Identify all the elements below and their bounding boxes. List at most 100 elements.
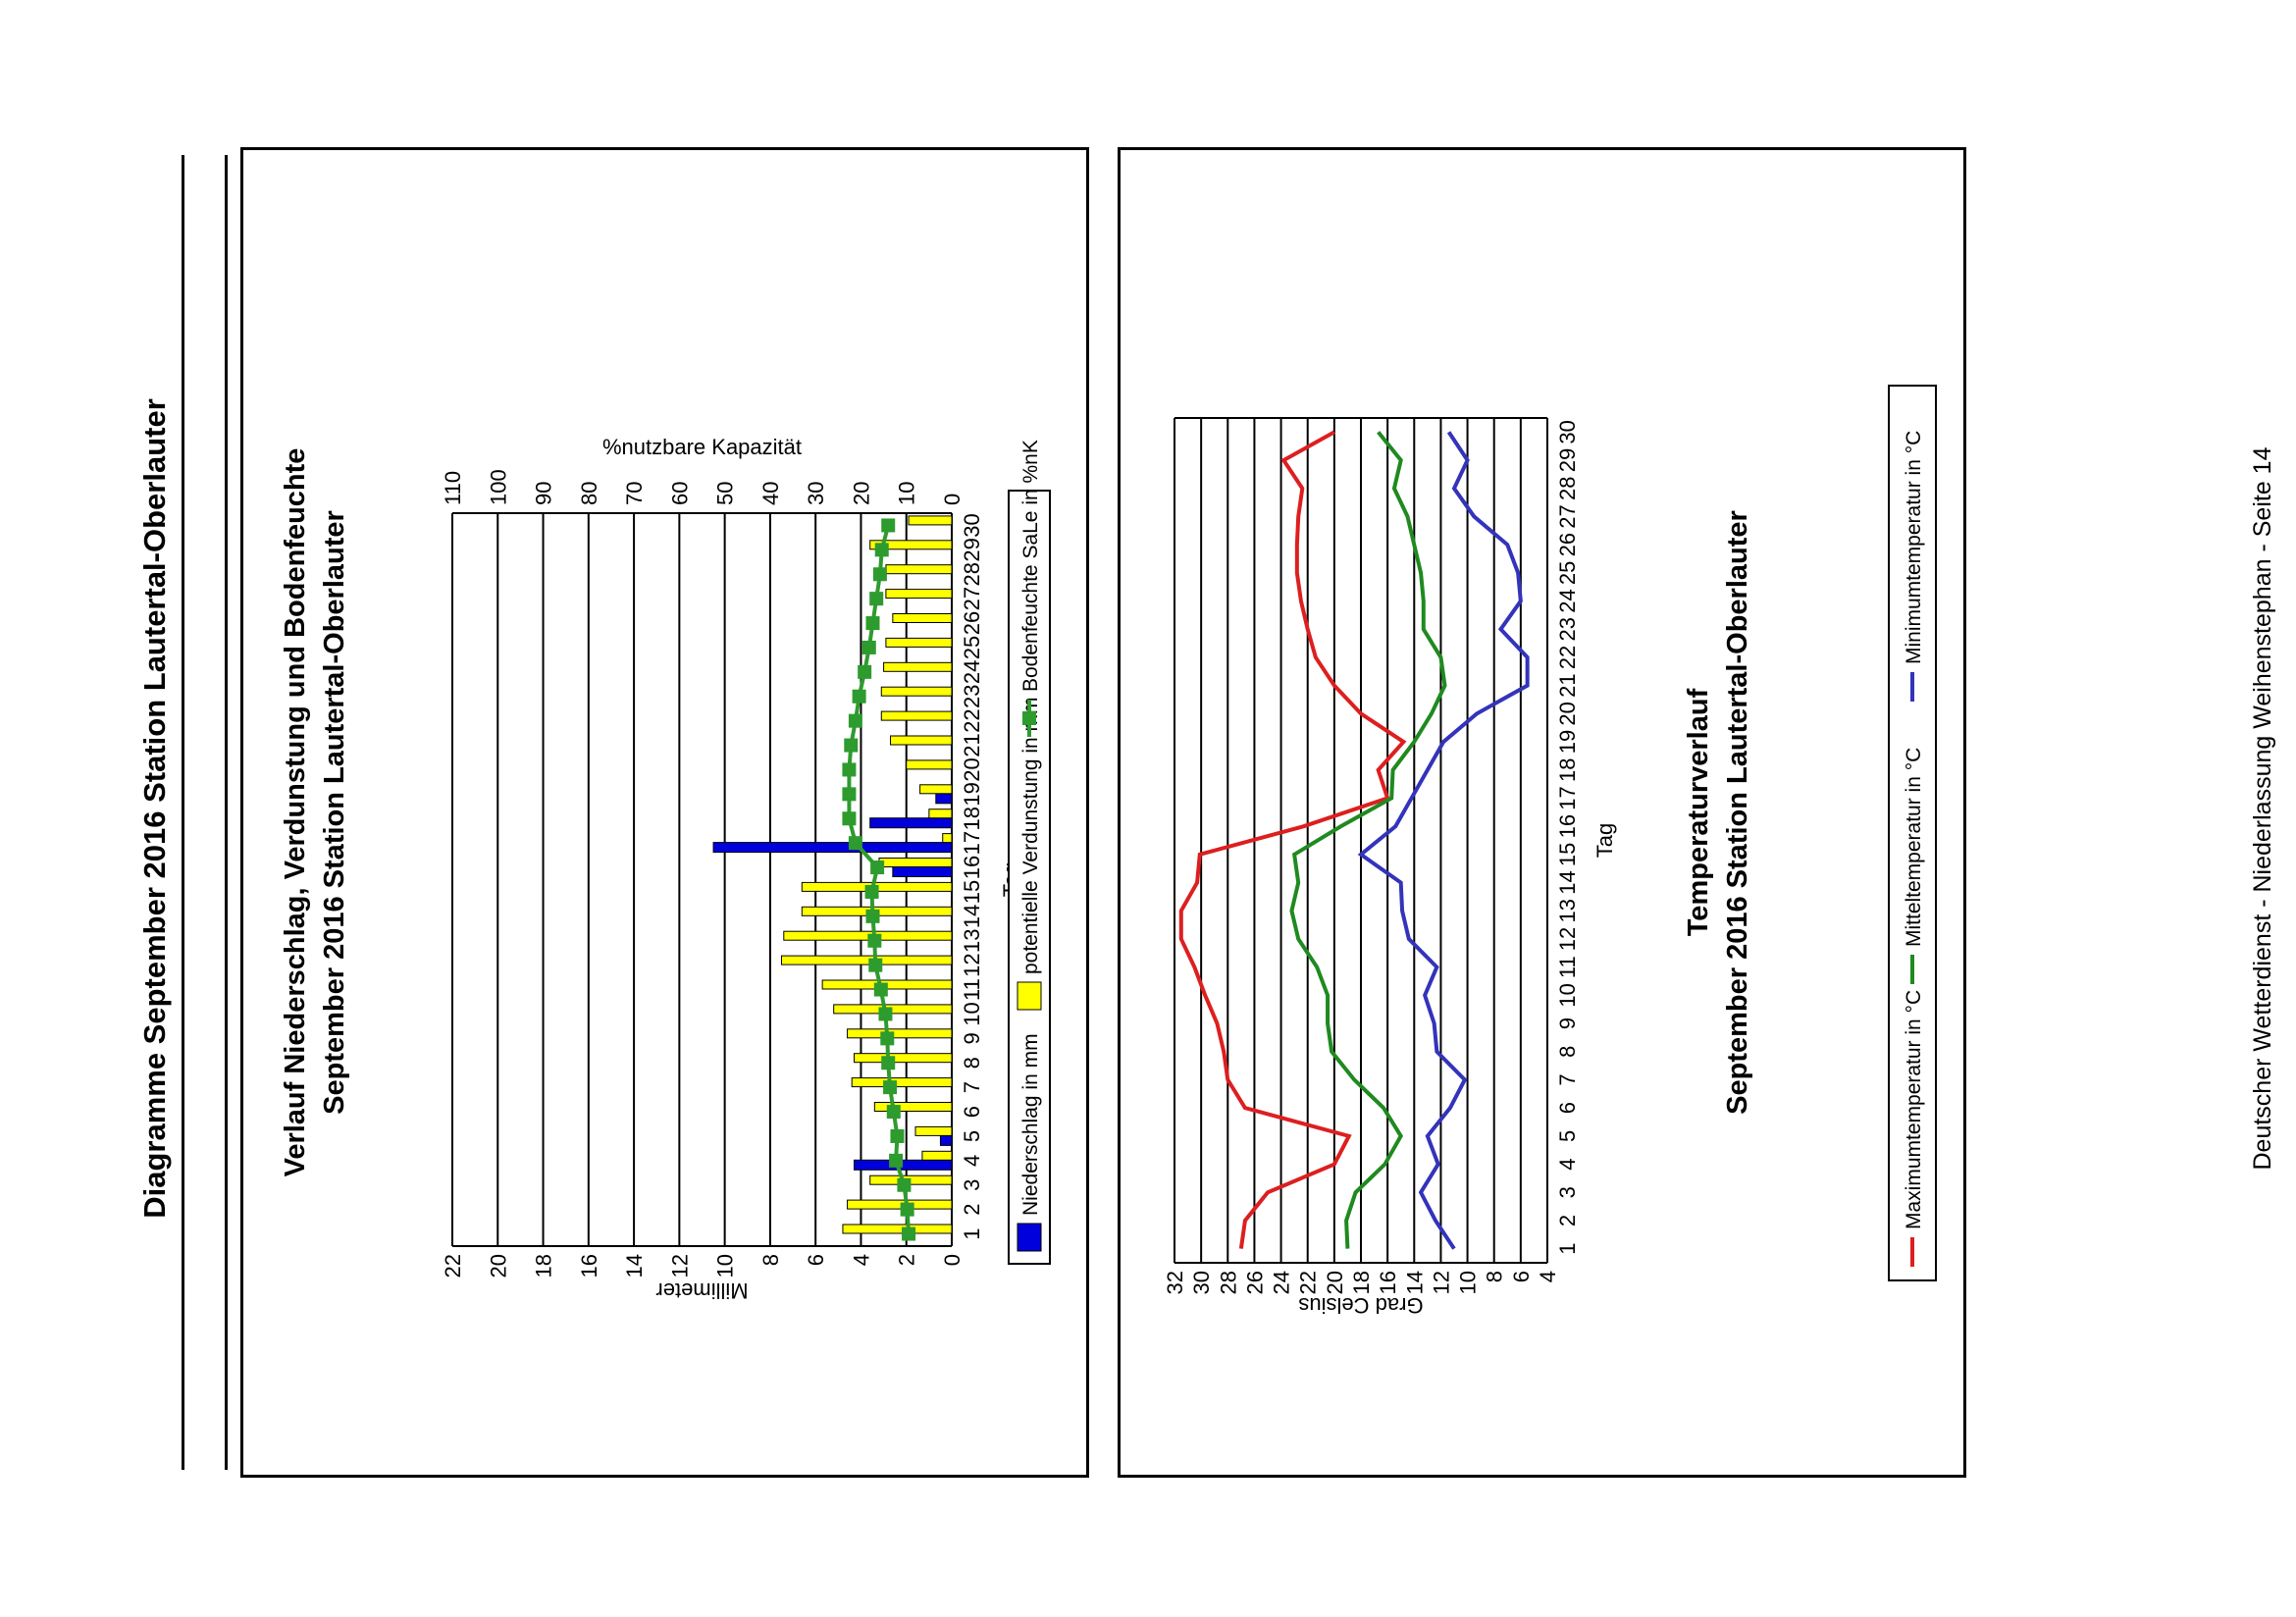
soil-moisture-point bbox=[878, 1007, 893, 1021]
x-tick-label: 1 bbox=[1555, 1243, 1580, 1255]
soil-moisture-point bbox=[872, 567, 887, 582]
y2-tick-label: 50 bbox=[713, 482, 738, 505]
y2-tick-label: 0 bbox=[940, 494, 965, 505]
evap-bar bbox=[880, 710, 953, 721]
x-tick-label: 19 bbox=[1555, 730, 1580, 754]
evap-bar bbox=[878, 858, 953, 867]
x-tick-label: 27 bbox=[1555, 504, 1580, 528]
x-tick-label: 3 bbox=[1555, 1186, 1580, 1198]
y2-axis-label: %nutzbare Kapazität bbox=[602, 435, 802, 459]
evap-bar bbox=[919, 784, 953, 795]
x-tick-label: 14 bbox=[1555, 870, 1580, 894]
legend-tmin-label: Minimumtemperatur in °C bbox=[1903, 431, 1925, 664]
temperature-chart: Temperaturverlauf September 2016 Station … bbox=[1163, 385, 1937, 1318]
y-tick-label: 16 bbox=[1376, 1271, 1400, 1294]
soil-moisture-point bbox=[883, 1080, 898, 1095]
x-tick-label: 28 bbox=[1555, 477, 1580, 500]
y-tick-label: 24 bbox=[1270, 1271, 1294, 1294]
x-tick-label: 7 bbox=[1555, 1073, 1580, 1085]
y-tick-label: 18 bbox=[1349, 1271, 1374, 1294]
evap-bar bbox=[885, 589, 953, 600]
y2-tick-label: 30 bbox=[804, 482, 828, 505]
y-tick-label: 20 bbox=[1323, 1271, 1347, 1294]
y-tick-label: 14 bbox=[1402, 1271, 1427, 1294]
y-tick-label: 12 bbox=[667, 1254, 692, 1278]
precip-chart: Verlauf Niederschlag, Verdunstung und Bo… bbox=[280, 435, 1051, 1303]
soil-moisture-point bbox=[858, 664, 872, 679]
soil-moisture-point bbox=[880, 1031, 895, 1046]
soil-moisture-point bbox=[890, 1128, 905, 1143]
soil-moisture-point bbox=[881, 518, 896, 533]
x-tick-label: 27 bbox=[960, 587, 984, 610]
evap-bar bbox=[921, 1150, 953, 1161]
soil-moisture-point bbox=[864, 884, 879, 899]
x-tick-label: 20 bbox=[960, 757, 984, 781]
y-tick-label: 22 bbox=[441, 1254, 465, 1278]
y-tick-label: 10 bbox=[713, 1254, 738, 1278]
soil-moisture-point bbox=[868, 958, 883, 972]
y-tick-label: 12 bbox=[1429, 1271, 1453, 1294]
x-tick-label: 6 bbox=[1555, 1102, 1580, 1114]
y-tick-label: 16 bbox=[577, 1254, 601, 1278]
y-tick-label: 18 bbox=[532, 1254, 556, 1278]
x-tick-label: 18 bbox=[960, 807, 984, 830]
precip-bar bbox=[869, 817, 953, 829]
x-tick-label: 30 bbox=[960, 513, 984, 537]
evap-bar bbox=[885, 564, 953, 575]
x-tick-label: 13 bbox=[1555, 899, 1580, 922]
x-tick-label: 10 bbox=[960, 1002, 984, 1025]
x-tick-label: 9 bbox=[1555, 1017, 1580, 1029]
x-tick-label: 17 bbox=[960, 831, 984, 855]
x-tick-label: 25 bbox=[1555, 561, 1580, 585]
soil-moisture-point bbox=[842, 811, 857, 826]
legend-soil-marker bbox=[1022, 711, 1036, 725]
y2-tick-label: 10 bbox=[895, 482, 919, 505]
title-rule-top bbox=[182, 155, 184, 1470]
chart-subtitle: September 2016 Station Lautertal-Oberlau… bbox=[1722, 510, 1753, 1115]
y-axis-label: Millimeter bbox=[655, 1278, 748, 1303]
legend-box bbox=[1888, 385, 1937, 1281]
x-tick-label: 15 bbox=[960, 880, 984, 904]
soil-moisture-point bbox=[842, 787, 857, 802]
soil-moisture-point bbox=[861, 640, 876, 654]
soil-moisture-point bbox=[865, 909, 880, 923]
y2-tick-label: 40 bbox=[758, 482, 783, 505]
x-tick-label: 10 bbox=[1555, 983, 1580, 1007]
soil-moisture-point bbox=[897, 1177, 912, 1192]
chart-subtitle: September 2016 Station Lautertal-Oberlau… bbox=[319, 510, 350, 1115]
precip-bar bbox=[712, 842, 953, 854]
evap-bar bbox=[906, 759, 953, 770]
y-tick-label: 32 bbox=[1163, 1271, 1187, 1294]
y2-tick-label: 110 bbox=[441, 471, 465, 505]
evap-bar bbox=[833, 1004, 953, 1015]
soil-moisture-point bbox=[873, 982, 888, 997]
x-tick-label: 5 bbox=[1555, 1130, 1580, 1142]
soil-moisture-point bbox=[848, 713, 862, 728]
y-tick-label: 20 bbox=[486, 1254, 510, 1278]
tmax-line bbox=[1178, 430, 1407, 1249]
y-tick-label: 30 bbox=[1189, 1271, 1214, 1294]
soil-moisture-line bbox=[847, 524, 912, 1234]
y2-tick-label: 20 bbox=[849, 482, 873, 505]
y2-tick-label: 100 bbox=[486, 469, 510, 505]
y-tick-label: 28 bbox=[1216, 1271, 1240, 1294]
soil-moisture-point bbox=[886, 1105, 901, 1120]
y-tick-label: 4 bbox=[1536, 1271, 1560, 1282]
x-tick-label: 29 bbox=[1555, 448, 1580, 472]
x-tick-label: 5 bbox=[960, 1130, 984, 1142]
x-tick-label: 20 bbox=[1555, 702, 1580, 725]
soil-moisture-point bbox=[869, 592, 884, 606]
x-tick-label: 1 bbox=[960, 1227, 984, 1239]
x-tick-label: 28 bbox=[960, 562, 984, 586]
soil-moisture-point bbox=[844, 738, 859, 753]
x-tick-label: 21 bbox=[960, 733, 984, 756]
x-tick-label: 23 bbox=[1555, 617, 1580, 641]
title-rule-bottom bbox=[225, 155, 228, 1470]
x-tick-label: 24 bbox=[960, 660, 984, 684]
x-tick-label: 21 bbox=[1555, 673, 1580, 697]
x-axis-label: Tag bbox=[1592, 823, 1617, 858]
temperature-chart-panel: Temperaturverlauf September 2016 Station … bbox=[1118, 147, 1966, 1478]
y2-tick-label: 60 bbox=[667, 482, 692, 505]
x-tick-label: 3 bbox=[960, 1179, 984, 1191]
